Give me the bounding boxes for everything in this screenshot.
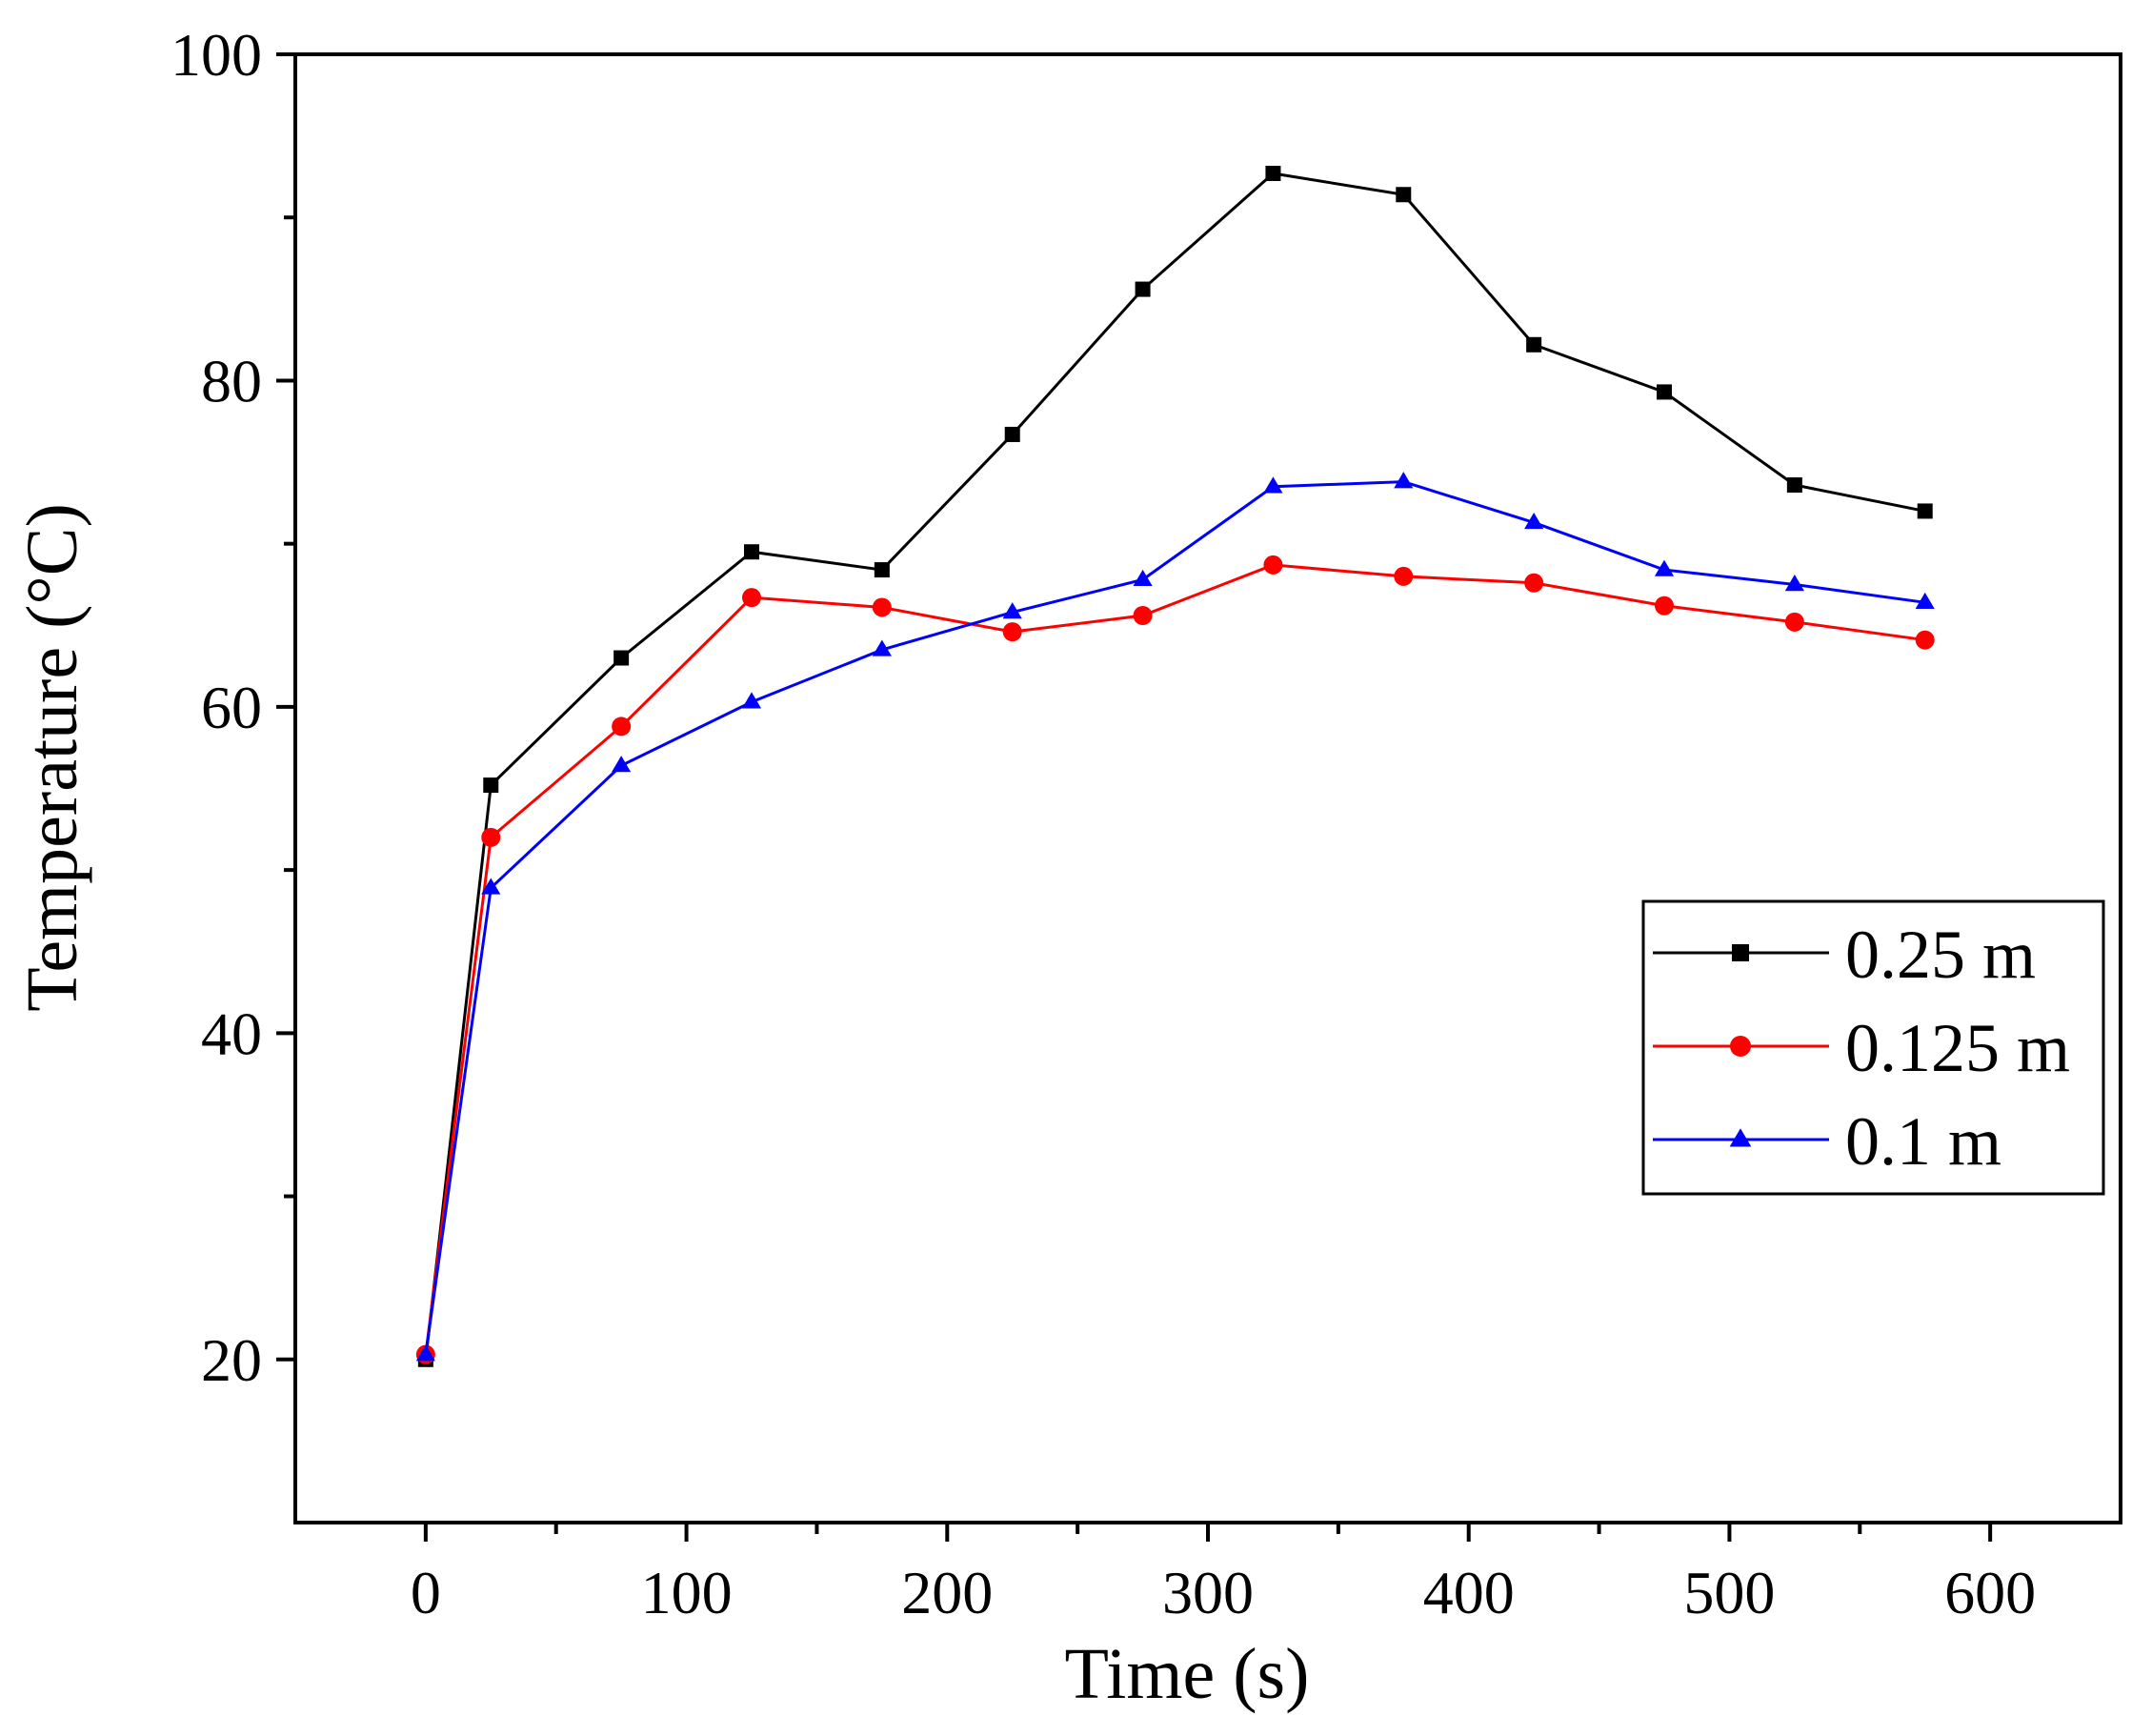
data-point-0-1-m xyxy=(1654,559,1675,576)
y-tick-label: 100 xyxy=(171,21,262,89)
data-point-0-1-m xyxy=(481,878,501,895)
data-point-0-25-m xyxy=(1135,281,1151,297)
x-tick-label: 500 xyxy=(1683,1559,1775,1626)
data-point-0-1-m xyxy=(1133,569,1153,587)
data-point-0-125-m xyxy=(612,717,632,737)
data-point-0-125-m xyxy=(1394,566,1414,586)
x-tick-label: 100 xyxy=(641,1559,733,1626)
legend-marker-0-125-m xyxy=(1730,1036,1751,1057)
data-point-0-25-m xyxy=(744,544,759,560)
data-point-0-125-m xyxy=(742,588,761,608)
x-tick-label: 600 xyxy=(1944,1559,2036,1626)
data-point-0-25-m xyxy=(1265,165,1281,181)
data-point-0-1-m xyxy=(612,756,632,773)
data-point-0-125-m xyxy=(1002,622,1022,642)
series-0-125-m xyxy=(415,555,1935,1364)
data-point-0-125-m xyxy=(1133,606,1153,626)
data-point-0-1-m xyxy=(1002,602,1022,619)
x-axis-title: Time (s) xyxy=(1065,1634,1310,1714)
y-tick-label: 80 xyxy=(201,347,262,414)
legend-label-0-1-m: 0.1 m xyxy=(1845,1103,2001,1180)
data-point-0-1-m xyxy=(1784,575,1804,592)
data-point-0-25-m xyxy=(874,562,890,578)
series-0-25-m xyxy=(417,165,1933,1367)
legend-entry-0-25-m: 0.25 m xyxy=(1653,917,2036,993)
y-tick-label: 60 xyxy=(201,674,262,741)
series-0-1-m xyxy=(415,472,1935,1362)
data-point-0-125-m xyxy=(1784,612,1804,632)
data-point-0-25-m xyxy=(1396,187,1412,203)
data-point-0-125-m xyxy=(481,827,501,847)
data-point-0-125-m xyxy=(1655,595,1674,616)
data-point-0-125-m xyxy=(1915,630,1935,650)
data-point-0-125-m xyxy=(1524,573,1544,593)
y-tick-label: 40 xyxy=(201,999,262,1067)
data-point-0-25-m xyxy=(1004,426,1020,442)
data-point-0-25-m xyxy=(483,777,499,794)
legend-label-0-125-m: 0.125 m xyxy=(1845,1010,2070,1086)
data-point-0-1-m xyxy=(1263,476,1283,494)
data-point-0-125-m xyxy=(872,597,892,617)
data-point-0-1-m xyxy=(1394,472,1414,489)
data-point-0-1-m xyxy=(415,1344,435,1362)
data-point-0-25-m xyxy=(1657,384,1672,400)
data-point-0-25-m xyxy=(1917,503,1933,519)
legend-entry-0-1-m: 0.1 m xyxy=(1653,1103,2001,1180)
data-point-0-25-m xyxy=(613,650,630,666)
data-point-0-25-m xyxy=(1526,336,1542,353)
tick-layer: 0 100 200 300 400 500 600 20 40 60 80 100 xyxy=(171,21,2036,1626)
legend-marker-0-25-m xyxy=(1732,944,1749,961)
legend-label-0-25-m: 0.25 m xyxy=(1845,917,2036,993)
data-point-0-125-m xyxy=(1263,555,1283,575)
data-point-0-1-m xyxy=(872,639,892,656)
legend-marker-0-1-m xyxy=(1729,1128,1752,1147)
data-point-0-1-m xyxy=(741,692,762,709)
x-tick-label: 0 xyxy=(411,1559,441,1626)
series-layer xyxy=(415,165,1935,1367)
legend-entry-0-125-m: 0.125 m xyxy=(1653,1010,2070,1086)
y-axis-title: Temperature (°C) xyxy=(12,503,92,1012)
x-tick-label: 200 xyxy=(901,1559,993,1626)
y-tick-label: 20 xyxy=(201,1326,262,1394)
data-point-0-25-m xyxy=(1786,477,1802,494)
legend: 0.25 m 0.125 m 0.1 m xyxy=(1641,899,2105,1196)
x-tick-label: 300 xyxy=(1162,1559,1254,1626)
data-point-0-1-m xyxy=(1524,512,1544,530)
x-tick-label: 400 xyxy=(1423,1559,1515,1626)
data-point-0-1-m xyxy=(1915,592,1935,610)
